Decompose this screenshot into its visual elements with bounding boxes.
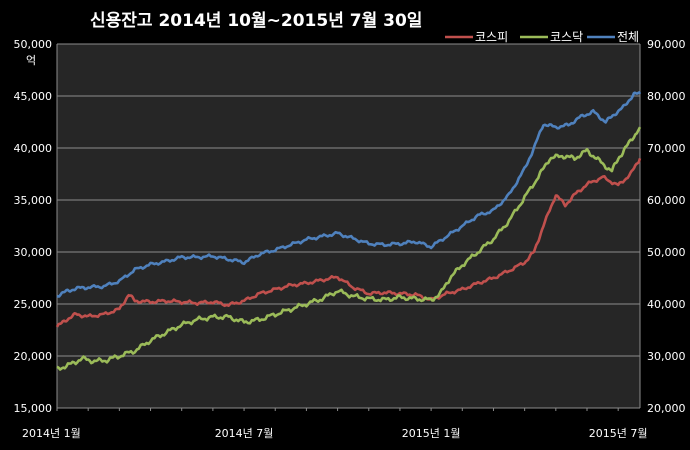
y-right-tick-label: 90,000	[647, 38, 686, 51]
y-right-tick-label: 80,000	[647, 90, 686, 103]
y-left-unit: 억	[26, 54, 36, 67]
y-left-tick-label: 15,000	[14, 402, 53, 415]
y-right-tick-label: 60,000	[647, 194, 686, 207]
y-right-tick-label: 70,000	[647, 142, 686, 155]
y-left-tick-label: 30,000	[14, 246, 53, 259]
series-layer	[55, 91, 642, 371]
series-line-total	[56, 91, 642, 298]
x-tick-label: 2014년 7월	[215, 427, 274, 440]
legend-label: 코스닥	[550, 30, 583, 44]
x-tick-label: 2015년 1월	[402, 427, 461, 440]
y-left-tick-label: 40,000	[14, 142, 53, 155]
legend-label: 코스피	[475, 30, 508, 44]
x-tick-labels: 2014년 1월 2014년 7월 2015년 1월 2015년 7월	[22, 427, 648, 440]
y-right-tick-label: 30,000	[647, 350, 686, 363]
y-left-tick-label: 50,000	[14, 38, 53, 51]
y-right-tick-label: 20,000	[647, 402, 686, 415]
chart-title: 신용잔고 2014년 10월~2015년 7월 30일	[90, 11, 422, 31]
y-left-tick-label: 25,000	[14, 298, 53, 311]
y-left-tick-label: 45,000	[14, 90, 53, 103]
y-left-tick-label: 20,000	[14, 350, 53, 363]
legend: 코스피 코스닥 전체	[445, 30, 639, 44]
y-right-tick-label: 40,000	[647, 298, 686, 311]
series-line-kospi	[55, 157, 642, 328]
x-tick-label: 2015년 7월	[589, 427, 648, 440]
x-tick-label: 2014년 1월	[22, 427, 81, 440]
legend-label: 전체	[617, 30, 639, 44]
y-left-tick-label: 35,000	[14, 194, 53, 207]
y-right-tick-label: 50,000	[647, 246, 686, 259]
y-right-tick-labels: 20,000 30,000 40,000 50,000 60,000 70,000 80,0…	[647, 38, 686, 415]
plot-area	[57, 44, 640, 408]
series-line-kosdaq	[56, 126, 642, 371]
y-left-tick-labels: 15,000 20,000 25,000 30,000 35,000 40,000 45,0…	[14, 38, 53, 415]
